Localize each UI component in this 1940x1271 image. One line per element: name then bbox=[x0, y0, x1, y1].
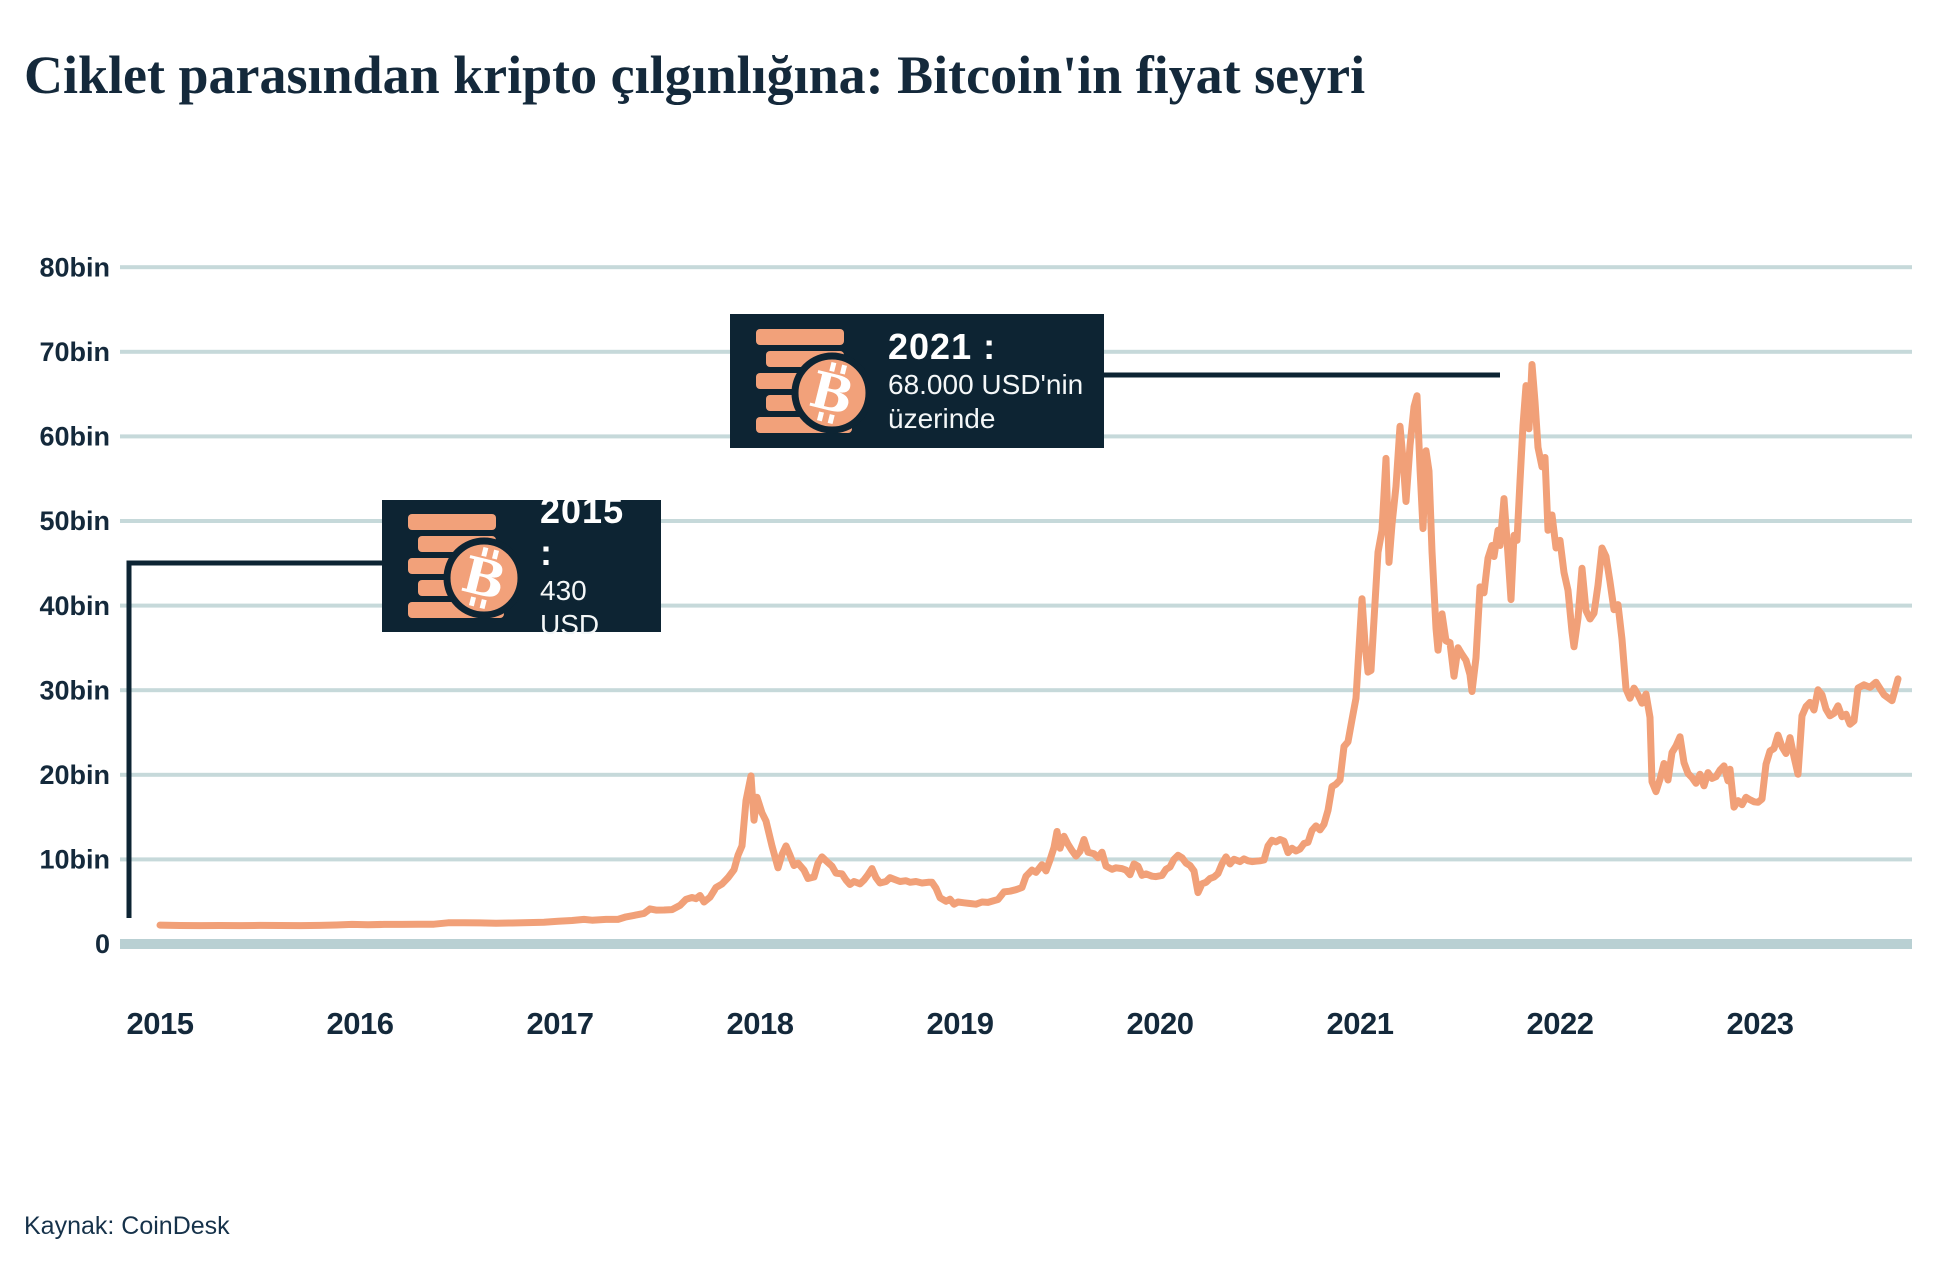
gridline-80bin bbox=[120, 265, 1912, 270]
y-axis-label-20bin: 20bin bbox=[39, 760, 110, 790]
x-axis-label-2022: 2022 bbox=[1527, 1006, 1594, 1041]
y-axis-label-80bin: 80bin bbox=[39, 252, 110, 282]
annotation-leader-line-2015 bbox=[126, 560, 382, 918]
y-axis-label-70bin: 70bin bbox=[39, 337, 110, 367]
x-axis-label-2017: 2017 bbox=[527, 1006, 594, 1041]
x-axis-label-2021: 2021 bbox=[1327, 1006, 1394, 1041]
y-axis-label-10bin: 10bin bbox=[39, 845, 110, 875]
gridline-40bin bbox=[120, 603, 1912, 608]
x-axis-label-2019: 2019 bbox=[927, 1006, 994, 1041]
y-axis-label-50bin: 50bin bbox=[39, 506, 110, 536]
annotation-2015: B 2015 : 430 USD bbox=[382, 490, 661, 640]
y-axis-label-0: 0 bbox=[95, 929, 110, 959]
gridline-20bin bbox=[120, 772, 1912, 777]
gridline-10bin bbox=[120, 857, 1912, 862]
y-axis-label-30bin: 30bin bbox=[39, 675, 110, 705]
annotation-2021: B 2021 : 68.000 USD'nin üzerinde bbox=[730, 314, 1104, 448]
x-axis-label-2018: 2018 bbox=[727, 1006, 794, 1041]
y-axis-label-60bin: 60bin bbox=[39, 422, 110, 452]
annotation-2021-year: 2021 : bbox=[888, 326, 997, 367]
annotation-2015-value: 430 USD bbox=[540, 575, 600, 640]
bitcoin-coins-icon: B bbox=[756, 329, 868, 434]
x-axis-zero-line bbox=[120, 939, 1912, 949]
x-axis-label-2023: 2023 bbox=[1727, 1006, 1794, 1041]
annotation-2021-value: 68.000 USD'nin üzerinde bbox=[888, 369, 1084, 434]
y-axis-label-40bin: 40bin bbox=[39, 591, 110, 621]
x-axis-label-2015: 2015 bbox=[127, 1006, 194, 1041]
gridline-30bin bbox=[120, 688, 1912, 693]
gridline-50bin bbox=[120, 519, 1912, 523]
annotation-2015-year: 2015 : bbox=[540, 490, 625, 573]
x-axis-label-2016: 2016 bbox=[327, 1006, 394, 1041]
page-title: Ciklet parasından kripto çılgınlığına: B… bbox=[24, 45, 1366, 106]
source-note: Kaynak: CoinDesk bbox=[24, 1212, 230, 1240]
x-axis-label-2020: 2020 bbox=[1127, 1006, 1194, 1041]
bitcoin-price-series-line bbox=[156, 361, 1902, 930]
bitcoin-coins-icon: B bbox=[408, 514, 520, 619]
